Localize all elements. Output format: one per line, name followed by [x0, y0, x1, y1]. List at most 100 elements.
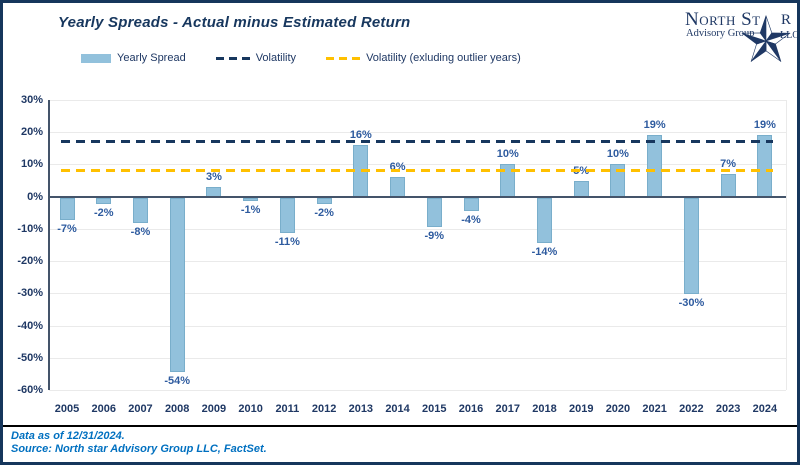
bar — [169, 197, 185, 372]
x-tick-label: 2023 — [715, 403, 741, 415]
legend-label: Volatility (exluding outlier years) — [366, 52, 521, 64]
bar-value-label: 7% — [720, 158, 737, 171]
bar-value-label: -30% — [678, 297, 705, 310]
legend-item: Volatility — [215, 52, 297, 64]
y-tick-label: 30% — [20, 94, 43, 106]
bar-value-label: 10% — [606, 148, 629, 161]
x-tick-label: 2018 — [532, 403, 557, 415]
x-tick-label: 2024 — [752, 403, 778, 415]
x-tick-label: 2015 — [422, 403, 447, 415]
gridline-h — [49, 100, 786, 101]
volatility-ex-outliers-line — [61, 169, 773, 173]
y-tick-label: 10% — [20, 158, 43, 171]
gridline-h — [49, 261, 786, 263]
x-tick-label: 2014 — [385, 403, 410, 415]
legend-label: Yearly Spread — [117, 52, 186, 64]
x-tick-label: 2019 — [568, 403, 594, 415]
bar-value-label: -11% — [274, 236, 300, 249]
footer: Data as of 12/31/2024. Source: North sta… — [3, 425, 797, 462]
bar-value-label: -9% — [424, 229, 445, 242]
x-tick-label: 2005 — [54, 403, 80, 415]
y-tick-label: 20% — [20, 126, 43, 139]
bar — [757, 135, 773, 197]
gridline-h — [49, 390, 786, 391]
logo-name-suffix: R — [781, 12, 792, 28]
gridline-h — [49, 228, 786, 230]
x-tick-label: 2020 — [605, 403, 631, 415]
bar-value-label: -7% — [57, 223, 77, 236]
y-tick-label: -60% — [17, 384, 43, 396]
zero-axis-line — [49, 195, 786, 198]
gridline-h — [49, 164, 786, 166]
plot-area: 30% 20% 10% 0% -10% -20% -30% -40% -50% -60% -7% 20… — [3, 3, 797, 462]
logo-name: North St — [685, 9, 761, 30]
gridline-h — [49, 293, 786, 295]
north-star-icon — [741, 15, 791, 62]
logo-subtitle: Advisory Group — [686, 28, 755, 39]
y-tick-label: -50% — [17, 351, 43, 364]
bar — [279, 197, 295, 234]
x-tick-label: 2012 — [311, 403, 337, 415]
bar — [59, 197, 75, 221]
legend-bar-swatch — [81, 53, 111, 63]
bar — [647, 135, 663, 197]
bar-value-label: -14% — [531, 245, 558, 258]
chart-legend: Yearly Spread Volatility Volatility (exlud… — [81, 52, 521, 64]
gridline-h — [49, 357, 786, 359]
gridline-h — [49, 325, 786, 327]
legend-dash-swatch — [326, 56, 361, 60]
bar — [536, 197, 552, 243]
bar-value-label: 3% — [205, 171, 222, 183]
y-tick-label: -10% — [17, 222, 43, 235]
bar — [132, 197, 148, 224]
bar-value-label: -4% — [461, 213, 481, 226]
legend-label: Volatility — [255, 52, 297, 64]
logo-llc: LLC — [780, 30, 799, 41]
bar-value-label: 19% — [753, 119, 776, 132]
gridline-h — [49, 132, 786, 134]
bar — [573, 180, 589, 197]
y-tick-label: -30% — [17, 287, 43, 300]
x-tick-label: 2017 — [495, 403, 520, 415]
legend-dash-swatch — [215, 56, 250, 60]
x-tick-label: 2009 — [201, 403, 227, 415]
bar-value-label: -1% — [240, 203, 261, 216]
x-tick-label: 2008 — [164, 403, 190, 415]
bar-value-label: 10% — [496, 148, 519, 161]
y-tick-label: -20% — [17, 255, 43, 268]
bar-value-label: 16% — [349, 129, 372, 142]
x-tick-label: 2011 — [275, 403, 300, 415]
legend-item: Volatility (exluding outlier years) — [326, 52, 521, 64]
bar — [243, 197, 259, 201]
bar — [720, 174, 736, 197]
bar-value-label: -8% — [130, 226, 151, 239]
y-tick-label: -40% — [17, 319, 43, 332]
bar — [390, 177, 406, 197]
x-tick-label: 2016 — [458, 403, 484, 415]
x-tick-label: 2010 — [238, 403, 263, 415]
company-logo: North St R Advisory Group LLC — [655, 5, 799, 77]
gridline-v-right — [786, 100, 787, 390]
bar — [316, 197, 332, 205]
y-tick-label: 0% — [27, 190, 43, 203]
x-tick-label: 2013 — [348, 403, 374, 415]
x-tick-label: 2006 — [91, 403, 116, 415]
bar — [426, 197, 442, 227]
bar — [683, 197, 699, 295]
volatility-line — [61, 140, 773, 144]
legend-item: Yearly Spread — [81, 52, 186, 64]
bar — [463, 197, 479, 211]
bar-value-label: -2% — [93, 207, 114, 220]
bar — [96, 197, 112, 205]
x-tick-label: 2007 — [128, 403, 153, 415]
bar-value-label: -54% — [164, 374, 191, 387]
bar-value-label: -2% — [314, 207, 334, 220]
footer-data-as-of: Data as of 12/31/2024. — [11, 430, 125, 442]
chart-title: Yearly Spreads - Actual minus Estimated … — [58, 14, 411, 31]
y-axis-line — [48, 100, 50, 390]
footer-source: Source: North star Advisory Group LLC, F… — [11, 443, 267, 455]
x-tick-label: 2021 — [642, 403, 667, 415]
bar-value-label: 19% — [643, 119, 666, 132]
x-tick-label: 2022 — [679, 403, 704, 415]
